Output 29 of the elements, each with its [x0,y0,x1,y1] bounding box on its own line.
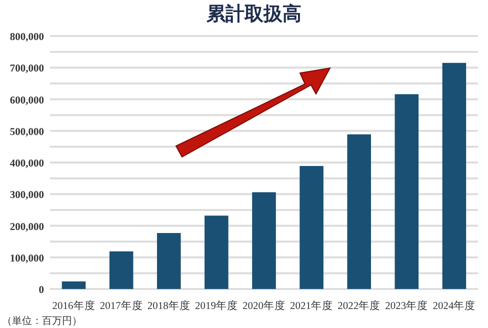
bar [157,233,181,289]
bar [109,251,134,289]
bar [62,281,86,289]
x-tick-label: 2019年度 [194,299,238,312]
x-tick-label: 2018年度 [147,299,190,312]
x-tick-label: 2016年度 [52,299,96,312]
chart-title: 累計取扱高 [206,3,302,25]
x-tick-label: 2021年度 [290,299,334,312]
bar [442,62,466,289]
bar [204,216,228,289]
y-tick-label: 200,000 [10,222,44,233]
bar [347,134,371,289]
y-tick-label: 600,000 [10,95,44,106]
x-tick-label: 2023年度 [385,299,428,312]
bar [394,94,419,289]
y-tick-label: 300,000 [10,190,44,202]
x-tick-label: 2020年度 [242,299,286,312]
bar [300,166,324,289]
y-tick-label: 800,000 [10,32,44,43]
y-tick-label: 0 [38,285,44,296]
x-tick-label: 2024年度 [432,299,476,312]
bar [252,192,276,289]
y-tick-label: 400,000 [10,158,44,170]
text: （単位：百万円） [2,315,82,327]
y-tick-label: 700,000 [10,64,44,75]
x-tick-label: 2022年度 [338,299,381,312]
y-tick-label: 100,000 [10,253,44,264]
y-tick-label: 500,000 [10,126,44,138]
x-tick-label: 2017年度 [100,299,143,312]
